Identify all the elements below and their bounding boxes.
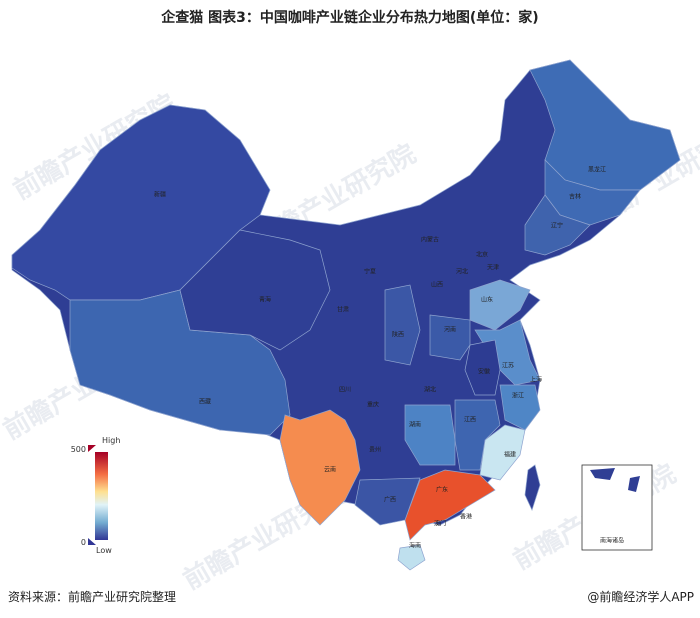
region [454, 399, 501, 471]
region-label: 四川 [339, 387, 351, 394]
region-label: 新疆 [154, 191, 166, 199]
title: 企查猫 图表3：中国咖啡产业链企业分布热力地图(单位：家) [160, 9, 538, 26]
region-label: 重庆 [367, 401, 379, 409]
region [179, 229, 331, 351]
region-label: 山西 [431, 281, 443, 289]
region-label: 河南 [444, 326, 456, 334]
region-label: 澳门 [434, 520, 446, 528]
legend-min: 0 [81, 538, 86, 547]
region-label: 湖北 [424, 386, 436, 394]
region-label: 宁夏 [364, 268, 376, 276]
legend-high: High [102, 436, 120, 445]
legend-max: 500 [71, 445, 86, 454]
regions [11, 59, 681, 571]
region-label: 湖南 [409, 421, 421, 429]
region-label: 海南 [409, 542, 421, 550]
inset-label: 南海诸岛 [600, 537, 624, 545]
region [524, 464, 541, 511]
region-label: 辽宁 [551, 222, 563, 230]
region-label: 安徽 [478, 368, 490, 376]
inset-island [590, 468, 615, 480]
region-label: 山东 [481, 296, 493, 304]
region-label: 上海 [530, 376, 542, 384]
region-label: 浙江 [512, 392, 524, 400]
region [397, 544, 426, 571]
region-label: 青海 [259, 296, 271, 304]
region-labels: 新疆 西藏 青海 黑龙江 吉林 辽宁 山东 江苏 安徽 浙江 福建 江西 湖南 … [154, 166, 606, 550]
region-label: 北京 [476, 251, 488, 259]
region-label: 江西 [464, 417, 476, 424]
region-label: 陕西 [392, 331, 404, 339]
inset-island [628, 476, 640, 492]
credit: @前瞻经济学人APP [587, 589, 694, 604]
legend-tick [88, 445, 96, 452]
legend-bar [95, 452, 108, 540]
region [279, 409, 361, 526]
legend-low: Low [96, 546, 112, 555]
legend-tick [88, 538, 96, 545]
legend: High 500 0 Low [71, 436, 121, 555]
region [429, 314, 471, 361]
region-label: 贵州 [369, 446, 381, 454]
region [524, 194, 591, 256]
region-label: 甘肃 [337, 306, 349, 314]
region [354, 477, 421, 526]
region-label: 江苏 [502, 362, 514, 370]
region-label: 河北 [456, 268, 468, 276]
region-label: 广东 [436, 486, 448, 494]
region-label: 黑龙江 [588, 166, 606, 174]
region-label: 吉林 [569, 193, 581, 201]
inset-frame [581, 464, 653, 551]
region [404, 469, 496, 541]
region [499, 384, 541, 431]
region-label: 西藏 [199, 398, 211, 406]
region [474, 319, 541, 386]
region-label: 云南 [324, 466, 336, 474]
region-label: 广西 [384, 496, 396, 504]
region-label: 天津 [487, 265, 499, 272]
region [384, 284, 421, 366]
source: 资料来源：前瞻产业研究院整理 [8, 589, 176, 604]
region-label: 香港 [460, 513, 472, 521]
region-label: 福建 [504, 451, 516, 459]
region [464, 339, 501, 396]
region [404, 404, 456, 466]
region [11, 104, 271, 301]
inset: 南海诸岛 [581, 464, 653, 551]
region-label: 内蒙古 [421, 236, 439, 244]
